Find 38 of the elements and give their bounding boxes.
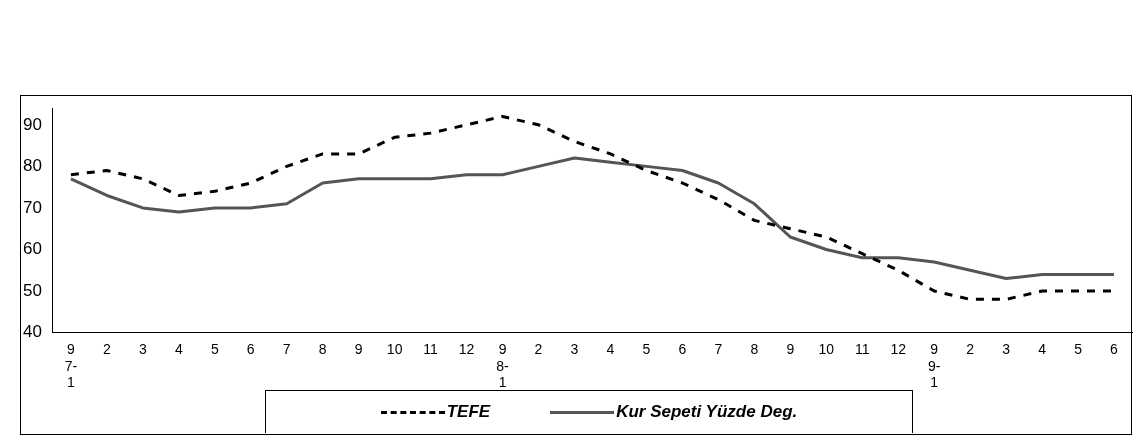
legend-label: Kur Sepeti Yüzde Deg. (616, 402, 798, 422)
x-tick-label: 5 (1074, 340, 1083, 357)
x-tick-label: 5 (642, 340, 651, 357)
y-tick-label: 90 (22, 114, 42, 134)
x-tick-label: 2 (534, 340, 543, 357)
x-tick-label: 4 (174, 340, 183, 357)
x-tick-label: 10 (818, 340, 835, 357)
x-tick-label: 7 (714, 340, 723, 357)
x-tick-label: 12 (458, 340, 475, 357)
x-tick-label: 11 (423, 340, 439, 357)
x-tick-label: 3 (138, 340, 147, 357)
x-tick-label: 6 (678, 340, 687, 357)
x-tick-label: 6 (246, 340, 255, 357)
x-tick-label: 12 (890, 340, 907, 357)
y-tick-label: 70 (22, 197, 42, 217)
x-tick-label: 2 (966, 340, 975, 357)
x-tick-label: 4 (1038, 340, 1047, 357)
y-tick-label: 60 (22, 239, 42, 259)
x-tick-label: 6 (1110, 340, 1119, 357)
x-tick-label: 5 (210, 340, 219, 357)
legend-label: TEFE (446, 402, 491, 422)
x-tick-label: 8 (750, 340, 759, 357)
x-tick-label: 4 (606, 340, 615, 357)
x-tick-label: 3 (1002, 340, 1011, 357)
x-tick-label: 10 (386, 340, 403, 357)
x-tick-label: 9 (354, 340, 363, 357)
x-tick-label: 11 (854, 340, 870, 357)
y-tick-label: 40 (22, 322, 42, 342)
x-tick-label: 9 7- 1 (64, 340, 78, 391)
x-tick-label: 8 (318, 340, 327, 357)
y-tick-label: 80 (22, 156, 42, 176)
x-tick-label: 2 (102, 340, 111, 357)
x-tick-label: 9 (786, 340, 795, 357)
x-tick-label: 3 (570, 340, 579, 357)
y-tick-label: 50 (22, 280, 42, 300)
x-tick-label: 9 8- 1 (496, 340, 510, 391)
x-tick-label: 9 9- 1 (927, 340, 941, 391)
x-tick-label: 7 (282, 340, 291, 357)
